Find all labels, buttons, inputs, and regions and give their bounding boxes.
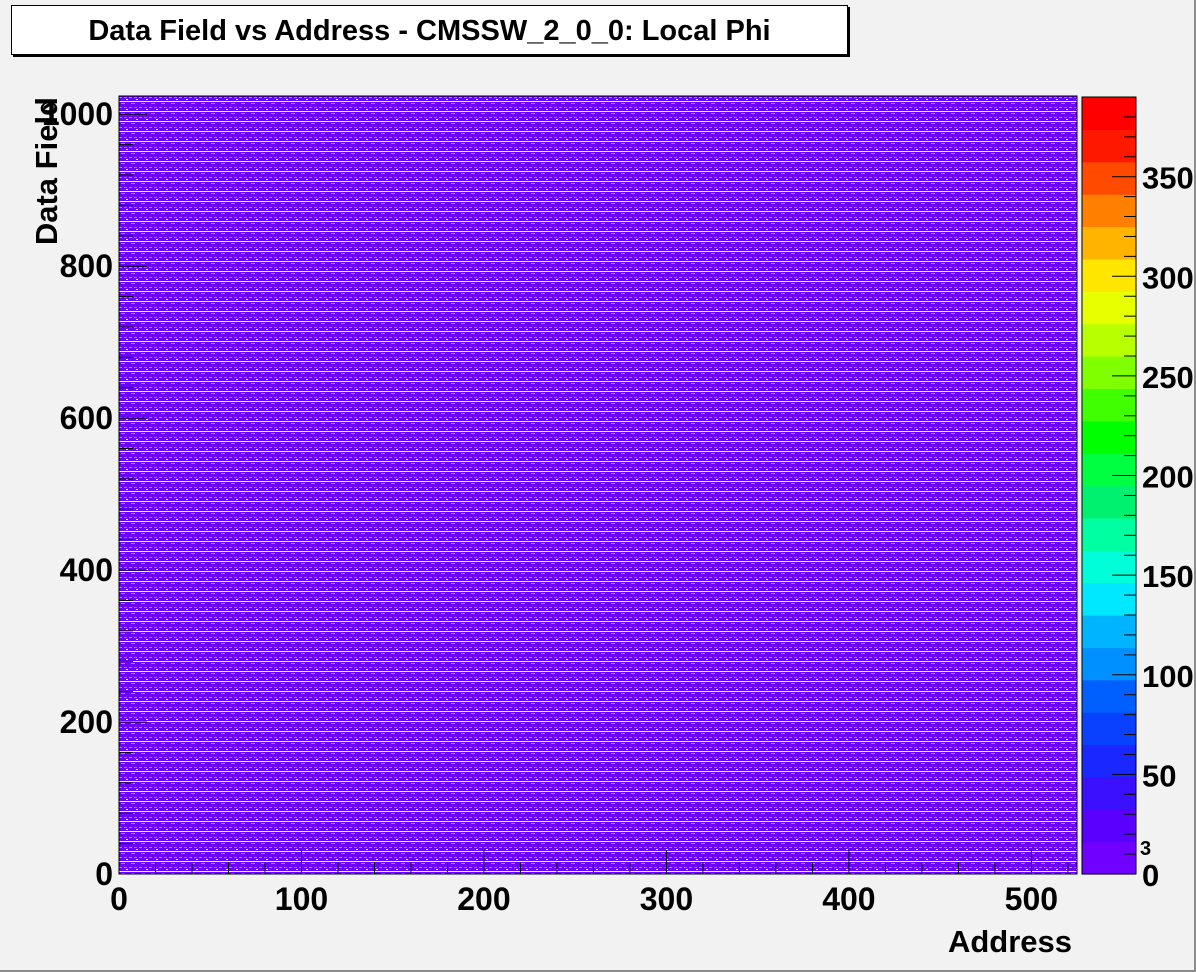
palette-band [1082, 194, 1136, 228]
heatmap-cells [119, 96, 1077, 874]
palette-band [1082, 485, 1136, 519]
color-palette-labels: 0 50 100 150 200 250 300 350 3 [1112, 96, 1194, 893]
palette-band [1082, 841, 1136, 875]
palette-band [1082, 356, 1136, 389]
x-tick-label: 400 [822, 881, 875, 917]
palette-band [1082, 453, 1136, 487]
palette-exponent: 3 [1140, 838, 1151, 860]
palette-band [1082, 226, 1136, 260]
palette-tick-label: 150 [1142, 559, 1194, 594]
palette-tick-label: 100 [1142, 659, 1194, 694]
y-tick-label: 600 [60, 400, 113, 436]
x-tick-label: 0 [110, 881, 128, 917]
palette-band [1082, 517, 1136, 551]
palette-band [1082, 323, 1136, 357]
palette-tick-label: 350 [1142, 161, 1194, 196]
palette-tick-label: 250 [1142, 360, 1194, 395]
palette-band [1082, 161, 1136, 195]
y-axis: 0 200 400 600 800 1000 [42, 96, 147, 892]
palette-tick-label: 300 [1142, 260, 1194, 295]
palette-band [1082, 129, 1136, 163]
x-axis-title: Address [948, 924, 1072, 959]
palette-band [1082, 258, 1136, 292]
y-axis-title: Data Field [29, 97, 64, 245]
heatmap-plot-area [118, 95, 1078, 875]
palette-band [1082, 615, 1136, 648]
palette-frame [1081, 96, 1137, 875]
y-tick-label: 0 [95, 856, 113, 892]
palette-band [1082, 550, 1136, 584]
plot-frame [118, 95, 1078, 875]
x-tick-label: 100 [275, 881, 328, 917]
x-tick-label: 300 [640, 881, 693, 917]
palette-band [1082, 420, 1136, 454]
chart-title: Data Field vs Address - CMSSW_2_0_0: Loc… [11, 5, 848, 55]
palette-band [1082, 776, 1136, 810]
palette-band [1082, 647, 1136, 681]
x-tick-label: 500 [1005, 881, 1058, 917]
palette-band [1082, 809, 1136, 843]
palette-band [1082, 291, 1136, 325]
palette-band [1082, 679, 1136, 713]
palette-band [1082, 744, 1136, 778]
color-palette [1081, 96, 1137, 875]
y-tick-label: 1000 [42, 96, 113, 132]
palette-band [1082, 97, 1136, 130]
x-tick-label: 200 [457, 881, 510, 917]
palette-band [1082, 388, 1136, 422]
palette-band [1082, 582, 1136, 616]
x-axis: 0 100 200 300 400 500 [110, 850, 1069, 917]
palette-tick-label: 50 [1142, 758, 1176, 793]
y-tick-label: 400 [60, 552, 113, 588]
palette-tick-label: 200 [1142, 460, 1194, 495]
y-tick-label: 800 [60, 248, 113, 284]
palette-band [1082, 712, 1136, 746]
palette-tick-label: 0 [1142, 858, 1159, 893]
y-tick-label: 200 [60, 704, 113, 740]
